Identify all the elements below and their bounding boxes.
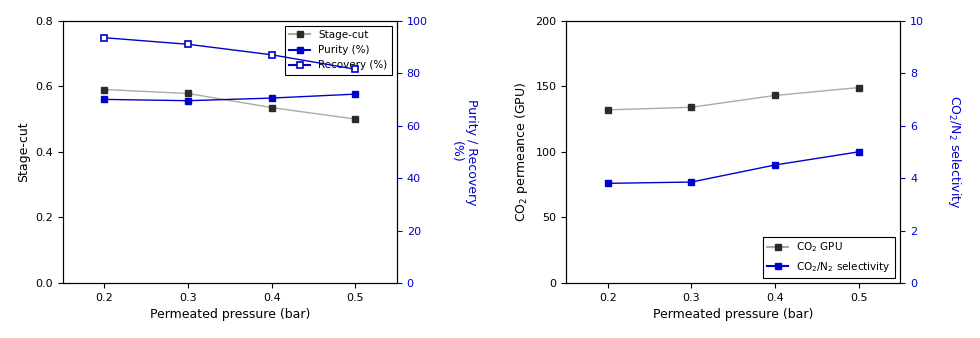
Y-axis label: Purity / Recovery
(%): Purity / Recovery (%)	[450, 99, 478, 205]
Y-axis label: CO$_2$/N$_2$ selectivity: CO$_2$/N$_2$ selectivity	[947, 95, 963, 209]
Y-axis label: Stage-cut: Stage-cut	[17, 122, 29, 182]
X-axis label: Permeated pressure (bar): Permeated pressure (bar)	[150, 308, 310, 321]
X-axis label: Permeated pressure (bar): Permeated pressure (bar)	[653, 308, 813, 321]
Legend: CO$_2$ GPU, CO$_2$/N$_2$ selectivity: CO$_2$ GPU, CO$_2$/N$_2$ selectivity	[763, 237, 895, 278]
Y-axis label: CO$_2$ permeance (GPU): CO$_2$ permeance (GPU)	[513, 82, 529, 222]
Legend: Stage-cut, Purity (%), Recovery (%): Stage-cut, Purity (%), Recovery (%)	[285, 26, 392, 75]
